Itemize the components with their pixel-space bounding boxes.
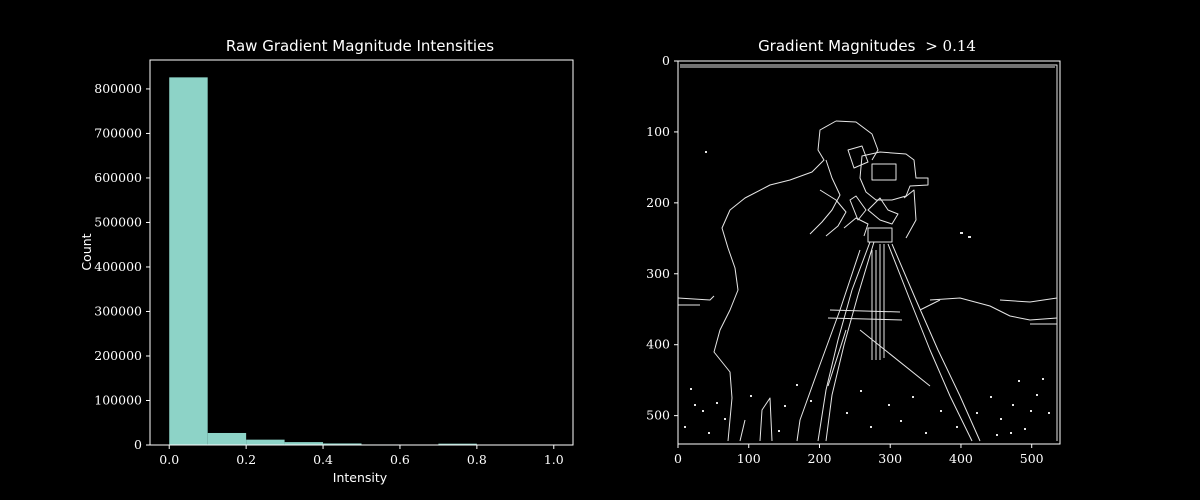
y-tick-label: 600000 [94, 170, 142, 185]
histogram-axes-frame [149, 59, 574, 446]
y-tick-label: 400000 [94, 259, 142, 274]
edge-image-x-ticks: 0 100 200 300 400 500 [674, 444, 1044, 466]
x-tick-label: 0.2 [236, 452, 256, 467]
y-tick-label: 0 [662, 53, 670, 68]
edge-image-axes-frame [677, 60, 1061, 445]
y-tick-label: 500000 [94, 214, 142, 229]
y-tick-label: 300 [646, 266, 670, 281]
y-tick-label: 500 [646, 408, 670, 423]
y-tick-label: 800000 [94, 81, 142, 96]
x-tick-label: 0.8 [467, 452, 487, 467]
x-tick-label: 400 [949, 451, 973, 466]
x-tick-label: 0.0 [159, 452, 179, 467]
x-tick-label: 1.0 [544, 452, 564, 467]
x-tick-label: 200 [808, 451, 832, 466]
y-tick-label: 200 [646, 195, 670, 210]
histogram-bars [169, 77, 554, 445]
y-tick-label: 100000 [94, 392, 142, 407]
edge-image-panel: Gradient Magnitudes > 0.14 [646, 37, 1061, 466]
edge-image-title-math: > 0.14 [925, 37, 976, 55]
histogram-bar [438, 443, 477, 445]
edge-image-grass-speckle [684, 151, 1050, 436]
y-tick-label: 700000 [94, 125, 142, 140]
histogram-x-ticks: 0.0 0.2 0.4 0.6 0.8 1.0 [159, 445, 564, 467]
x-tick-label: 100 [737, 451, 761, 466]
histogram-bar [169, 77, 208, 445]
histogram-title: Raw Gradient Magnitude Intensities [226, 37, 494, 55]
histogram-bar [207, 432, 247, 445]
histogram-bar [284, 442, 324, 445]
edge-image-title-text: Gradient Magnitudes [758, 37, 916, 55]
x-tick-label: 0 [674, 451, 682, 466]
y-tick-label: 200000 [94, 348, 142, 363]
histogram-y-ticks: 0 100000 200000 300000 400000 500000 600000 700… [94, 81, 150, 452]
histogram-bar [323, 443, 362, 445]
edge-image-title: Gradient Magnitudes > 0.14 [758, 37, 976, 55]
y-tick-label: 0 [134, 437, 142, 452]
x-tick-label: 500 [1020, 451, 1044, 466]
y-tick-label: 300000 [94, 303, 142, 318]
histogram-y-label: Count [79, 233, 94, 270]
histogram-panel: Raw Gradient Magnitude Intensities 0.0 0.… [79, 37, 574, 485]
x-tick-label: 0.4 [313, 452, 333, 467]
x-tick-label: 300 [878, 451, 902, 466]
edge-image-background [678, 61, 1060, 444]
y-tick-label: 100 [646, 124, 670, 139]
x-tick-label: 0.6 [390, 452, 410, 467]
histogram-bar [246, 439, 285, 445]
histogram-x-label: Intensity [333, 470, 388, 485]
y-tick-label: 400 [646, 337, 670, 352]
edge-image [677, 64, 1058, 442]
edge-image-y-ticks: 0 100 200 300 400 500 [646, 53, 678, 423]
